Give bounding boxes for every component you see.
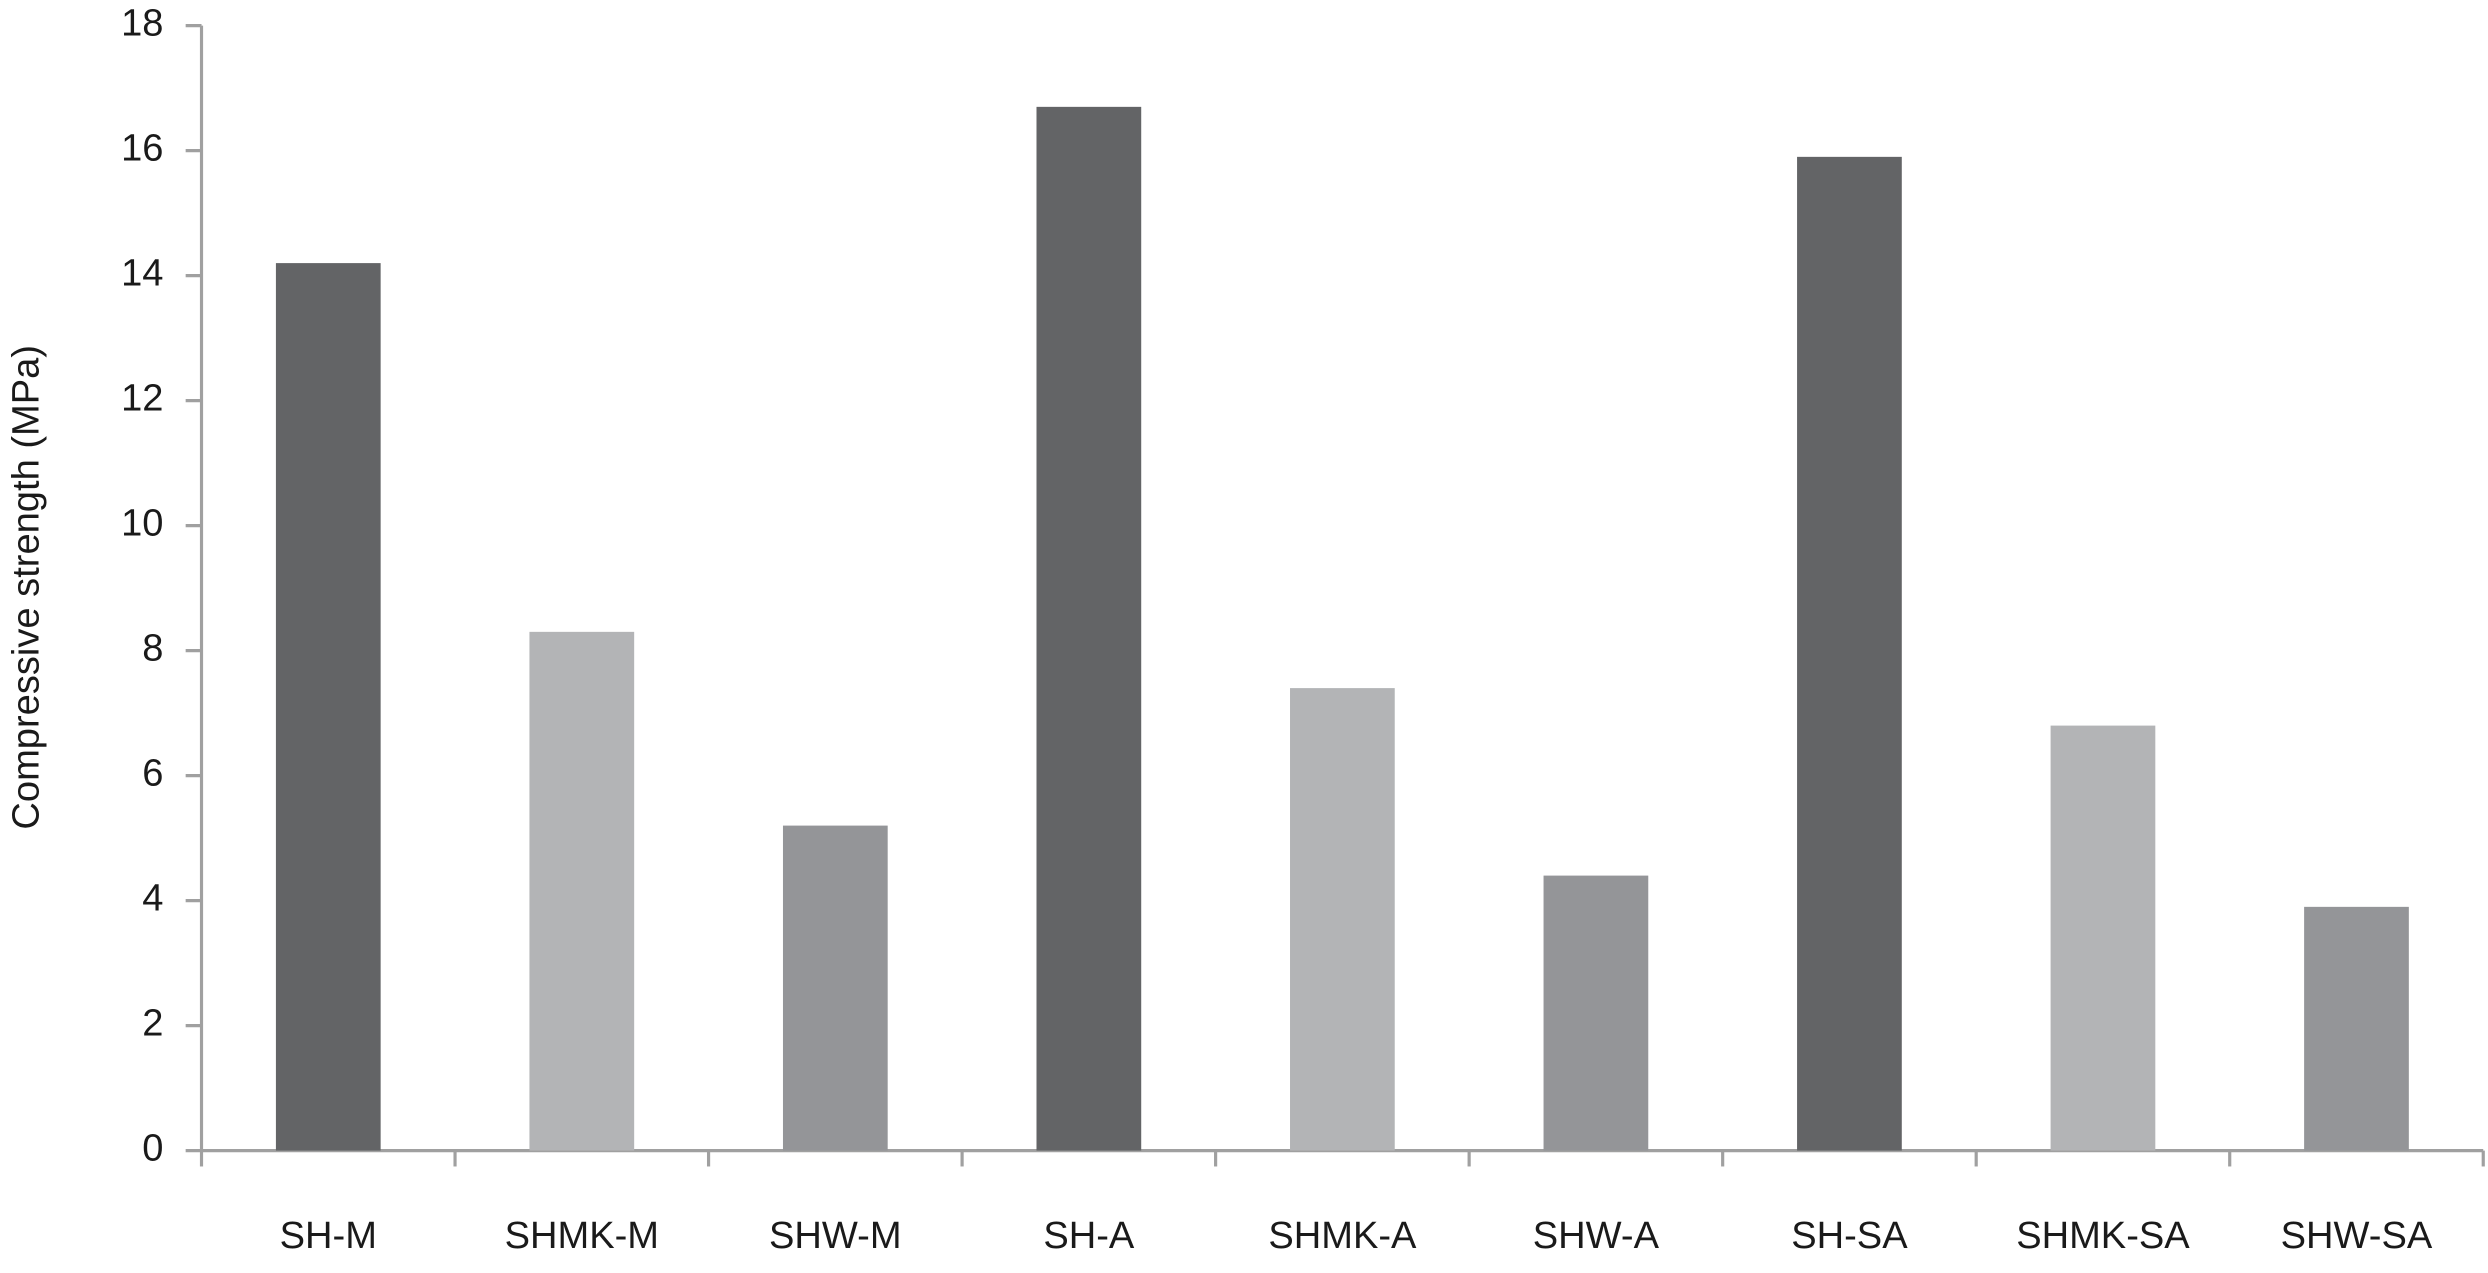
bar [782, 825, 888, 1151]
bar [2050, 725, 2156, 1151]
x-tick-label: SHMK-SA [2016, 1215, 2190, 1257]
y-tick-label: 8 [142, 628, 163, 670]
bar [529, 631, 635, 1151]
x-tick-label: SHW-M [769, 1215, 902, 1257]
x-tick-label: SHW-SA [2281, 1215, 2433, 1257]
y-tick-label: 2 [142, 1003, 163, 1045]
y-tick-label: 10 [121, 503, 163, 545]
bar [1543, 875, 1649, 1151]
bar [1036, 106, 1142, 1151]
y-tick-label: 6 [142, 753, 163, 795]
x-tick-label: SHW-A [1533, 1215, 1660, 1257]
y-tick-label: 18 [121, 3, 163, 45]
y-tick-label: 0 [142, 1128, 163, 1170]
y-tick-label: 16 [121, 128, 163, 170]
x-tick-label: SH-M [280, 1215, 377, 1257]
x-tick-label: SHMK-A [1268, 1215, 1417, 1257]
bar [275, 263, 381, 1151]
bar [2304, 906, 2409, 1151]
bar [1797, 156, 1902, 1151]
y-axis-label: Compressive strength (MPa) [6, 345, 48, 830]
bar [1290, 688, 1395, 1151]
x-tick-label: SHMK-M [505, 1215, 659, 1257]
x-tick-label: SH-SA [1791, 1215, 1908, 1257]
y-tick-label: 12 [121, 378, 163, 420]
y-tick-label: 4 [142, 878, 163, 920]
y-tick-label: 14 [121, 253, 163, 295]
x-tick-label: SH-A [1043, 1215, 1135, 1257]
